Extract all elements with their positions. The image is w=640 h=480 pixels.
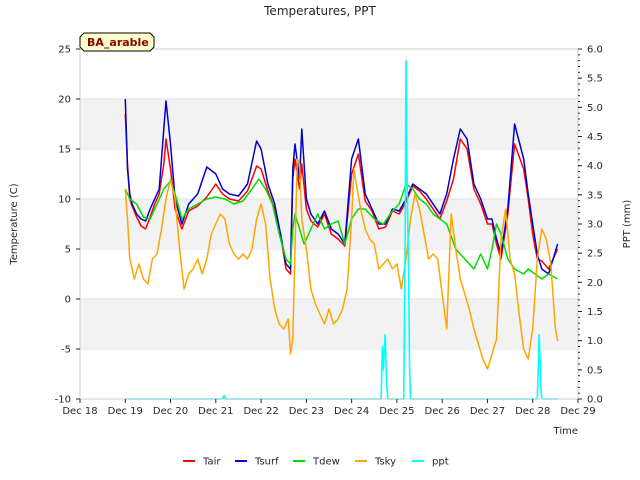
legend: Tair Tsurf Tdew Tsky ppt: [183, 457, 449, 468]
y-tick-label: 10: [58, 195, 71, 206]
y2-axis-label: PPT (mm): [622, 200, 633, 249]
x-tick-label: Dec 29: [560, 406, 595, 417]
x-axis-label: Time: [553, 426, 578, 437]
x-tick-label: Dec 22: [243, 406, 278, 417]
y-tick-label: 0: [65, 295, 71, 306]
legend-label: Tair: [202, 457, 221, 468]
x-tick-label: Dec 27: [470, 406, 505, 417]
x-tick-label: Dec 21: [198, 406, 233, 417]
y2-tick-label: 1.5: [587, 307, 603, 318]
x-tick-label: Dec 26: [425, 406, 460, 417]
x-tick-label: Dec 28: [515, 406, 550, 417]
x-tick-label: Dec 24: [334, 406, 369, 417]
badge-box: [79, 32, 155, 52]
plot-background: [80, 48, 578, 399]
grid-band: [80, 299, 578, 349]
y2-axis: 0.0 0.5 1.0 1.5 2.0 2.5 3.0 3.5 4.0 4.5 5.0 5.5 6.0: [578, 45, 603, 406]
y2-tick-label: 0.5: [587, 365, 603, 376]
x-axis: Dec 18 Dec 19 Dec 20 Dec 21 Dec 22 Dec 23 Dec …: [62, 399, 596, 417]
x-tick-label: Dec 25: [379, 406, 414, 417]
y2-tick-label: 5.0: [587, 103, 603, 114]
site-badge: BA_arable: [79, 32, 155, 52]
series-line-tsurf: [124, 98, 559, 275]
legend-label: Tsky: [374, 457, 396, 468]
badge-label: BA_arable: [87, 36, 149, 49]
y2-tick-label: 5.5: [587, 74, 603, 85]
legend-label: Tsurf: [254, 457, 279, 468]
y2-tick-label: 3.0: [587, 220, 603, 231]
y2-tick-label: 3.5: [587, 190, 603, 201]
chart-title: Temperatures, PPT: [263, 4, 376, 18]
y-tick-label: 25: [58, 45, 71, 56]
y2-tick-label: 2.0: [587, 278, 603, 289]
y-axis: -10 -5 0 5 10 15 20 25: [55, 45, 80, 406]
series-line-tsky: [124, 158, 559, 370]
x-tick-label: Dec 20: [153, 406, 188, 417]
y-tick-label: -5: [61, 345, 71, 356]
y2-tick-label: 6.0: [587, 45, 603, 56]
grid-band: [80, 99, 578, 149]
legend-label: Tdew: [312, 457, 340, 468]
legend-label: ppt: [432, 457, 449, 468]
y2-tick-label: 4.5: [587, 132, 603, 143]
y2-tick-label: 4.0: [587, 161, 603, 172]
x-tick-label: Dec 19: [108, 406, 143, 417]
series-line-tdew: [124, 178, 558, 280]
y-tick-label: -10: [55, 395, 71, 406]
x-tick-label: Dec 23: [289, 406, 324, 417]
y-tick-label: 20: [58, 95, 71, 106]
y-tick-label: 15: [58, 145, 71, 156]
y2-tick-label: 0.0: [587, 395, 603, 406]
y2-tick-label: 1.0: [587, 336, 603, 347]
y-tick-label: 5: [65, 245, 71, 256]
x-tick-label: Dec 18: [62, 406, 97, 417]
y-axis-label: Temperature (C): [9, 183, 20, 265]
y2-tick-label: 2.5: [587, 249, 603, 260]
